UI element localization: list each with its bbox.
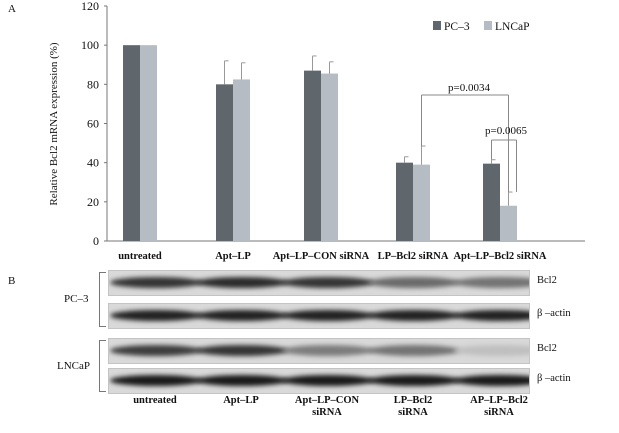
blot-band bbox=[196, 345, 288, 356]
bar bbox=[483, 163, 500, 241]
bar bbox=[321, 73, 338, 241]
bar bbox=[140, 45, 157, 241]
y-tick-label: 20 bbox=[87, 195, 99, 209]
blot-strip bbox=[108, 303, 530, 329]
blot-band bbox=[368, 345, 460, 356]
blot-band bbox=[282, 345, 374, 356]
blot-band bbox=[454, 375, 529, 386]
p-value-label: p=0.0065 bbox=[485, 125, 527, 137]
blot-band bbox=[282, 310, 374, 321]
blot-band bbox=[110, 277, 202, 288]
blot-group-label: PC–3 bbox=[64, 293, 89, 305]
legend-label: PC–3 bbox=[444, 21, 470, 33]
blot-group-bracket bbox=[99, 272, 106, 327]
blot-lane-label: untreated bbox=[133, 395, 177, 406]
blot-band bbox=[110, 345, 202, 356]
western-blot: PC–3 Bcl2 β –actin LNCaP Bcl2 β –actin untreat… bbox=[0, 262, 619, 433]
bar bbox=[304, 70, 321, 241]
blot-lane-label: Apt–LP bbox=[223, 395, 259, 406]
bar bbox=[500, 205, 517, 241]
bar bbox=[216, 84, 233, 241]
bar-chart: 0 20 40 60 80 100 120 Relative Bcl2 mRNA expres… bbox=[48, 0, 585, 262]
bar bbox=[396, 162, 413, 241]
blot-band bbox=[368, 310, 460, 321]
blot-band-label: β –actin bbox=[537, 308, 571, 319]
p-value-label: p=0.0034 bbox=[448, 82, 490, 94]
blot-band bbox=[454, 310, 529, 321]
y-tick-label: 80 bbox=[87, 77, 99, 91]
blot-band bbox=[110, 375, 202, 386]
blot-band bbox=[368, 277, 460, 288]
x-tick-label: Apt–LP–CON siRNA bbox=[273, 251, 370, 262]
blot-band bbox=[282, 375, 374, 386]
y-tick-label: 40 bbox=[87, 156, 99, 170]
legend-label: LNCaP bbox=[495, 21, 530, 33]
blot-band bbox=[196, 310, 288, 321]
blot-band-label: Bcl2 bbox=[537, 275, 557, 286]
y-tick-label: 60 bbox=[87, 117, 99, 131]
blot-group-bracket bbox=[99, 340, 106, 392]
blot-strip bbox=[108, 338, 530, 364]
blot-band bbox=[196, 277, 288, 288]
blot-band bbox=[454, 277, 529, 288]
x-tick-label: untreated bbox=[118, 251, 162, 262]
blot-band bbox=[110, 310, 202, 321]
legend-swatch bbox=[433, 21, 441, 30]
blot-band bbox=[368, 375, 460, 386]
x-tick-label: Apt–LP–Bcl2 siRNA bbox=[453, 251, 546, 262]
panel-a-label: A bbox=[8, 3, 16, 15]
blot-band-label: β –actin bbox=[537, 373, 571, 384]
y-axis-label: Relative Bcl2 mRNA expression (%) bbox=[48, 42, 60, 205]
blot-strip bbox=[108, 270, 530, 296]
x-tick-label: Apt–LP bbox=[215, 251, 251, 262]
blot-band bbox=[196, 375, 288, 386]
blot-band bbox=[454, 345, 529, 356]
x-tick-label: LP–Bcl2 siRNA bbox=[378, 251, 449, 262]
y-tick-label: 120 bbox=[81, 0, 99, 13]
bar bbox=[413, 164, 430, 241]
blot-group-label: LNCaP bbox=[57, 360, 90, 372]
bar bbox=[123, 45, 140, 241]
y-tick-label: 100 bbox=[81, 38, 99, 52]
panel-b-label: B bbox=[8, 275, 16, 287]
blot-band-label: Bcl2 bbox=[537, 343, 557, 354]
blot-lane-label: AP–LP–Bcl2 siRNA bbox=[470, 395, 528, 418]
blot-lane-label: LP–Bcl2 siRNA bbox=[393, 395, 433, 418]
legend-swatch bbox=[484, 21, 492, 30]
y-tick-label: 0 bbox=[93, 234, 99, 248]
blot-band bbox=[282, 277, 374, 288]
bar bbox=[233, 79, 250, 241]
blot-strip bbox=[108, 368, 530, 394]
blot-lane-label: Apt–LP–CON siRNA bbox=[294, 395, 360, 418]
